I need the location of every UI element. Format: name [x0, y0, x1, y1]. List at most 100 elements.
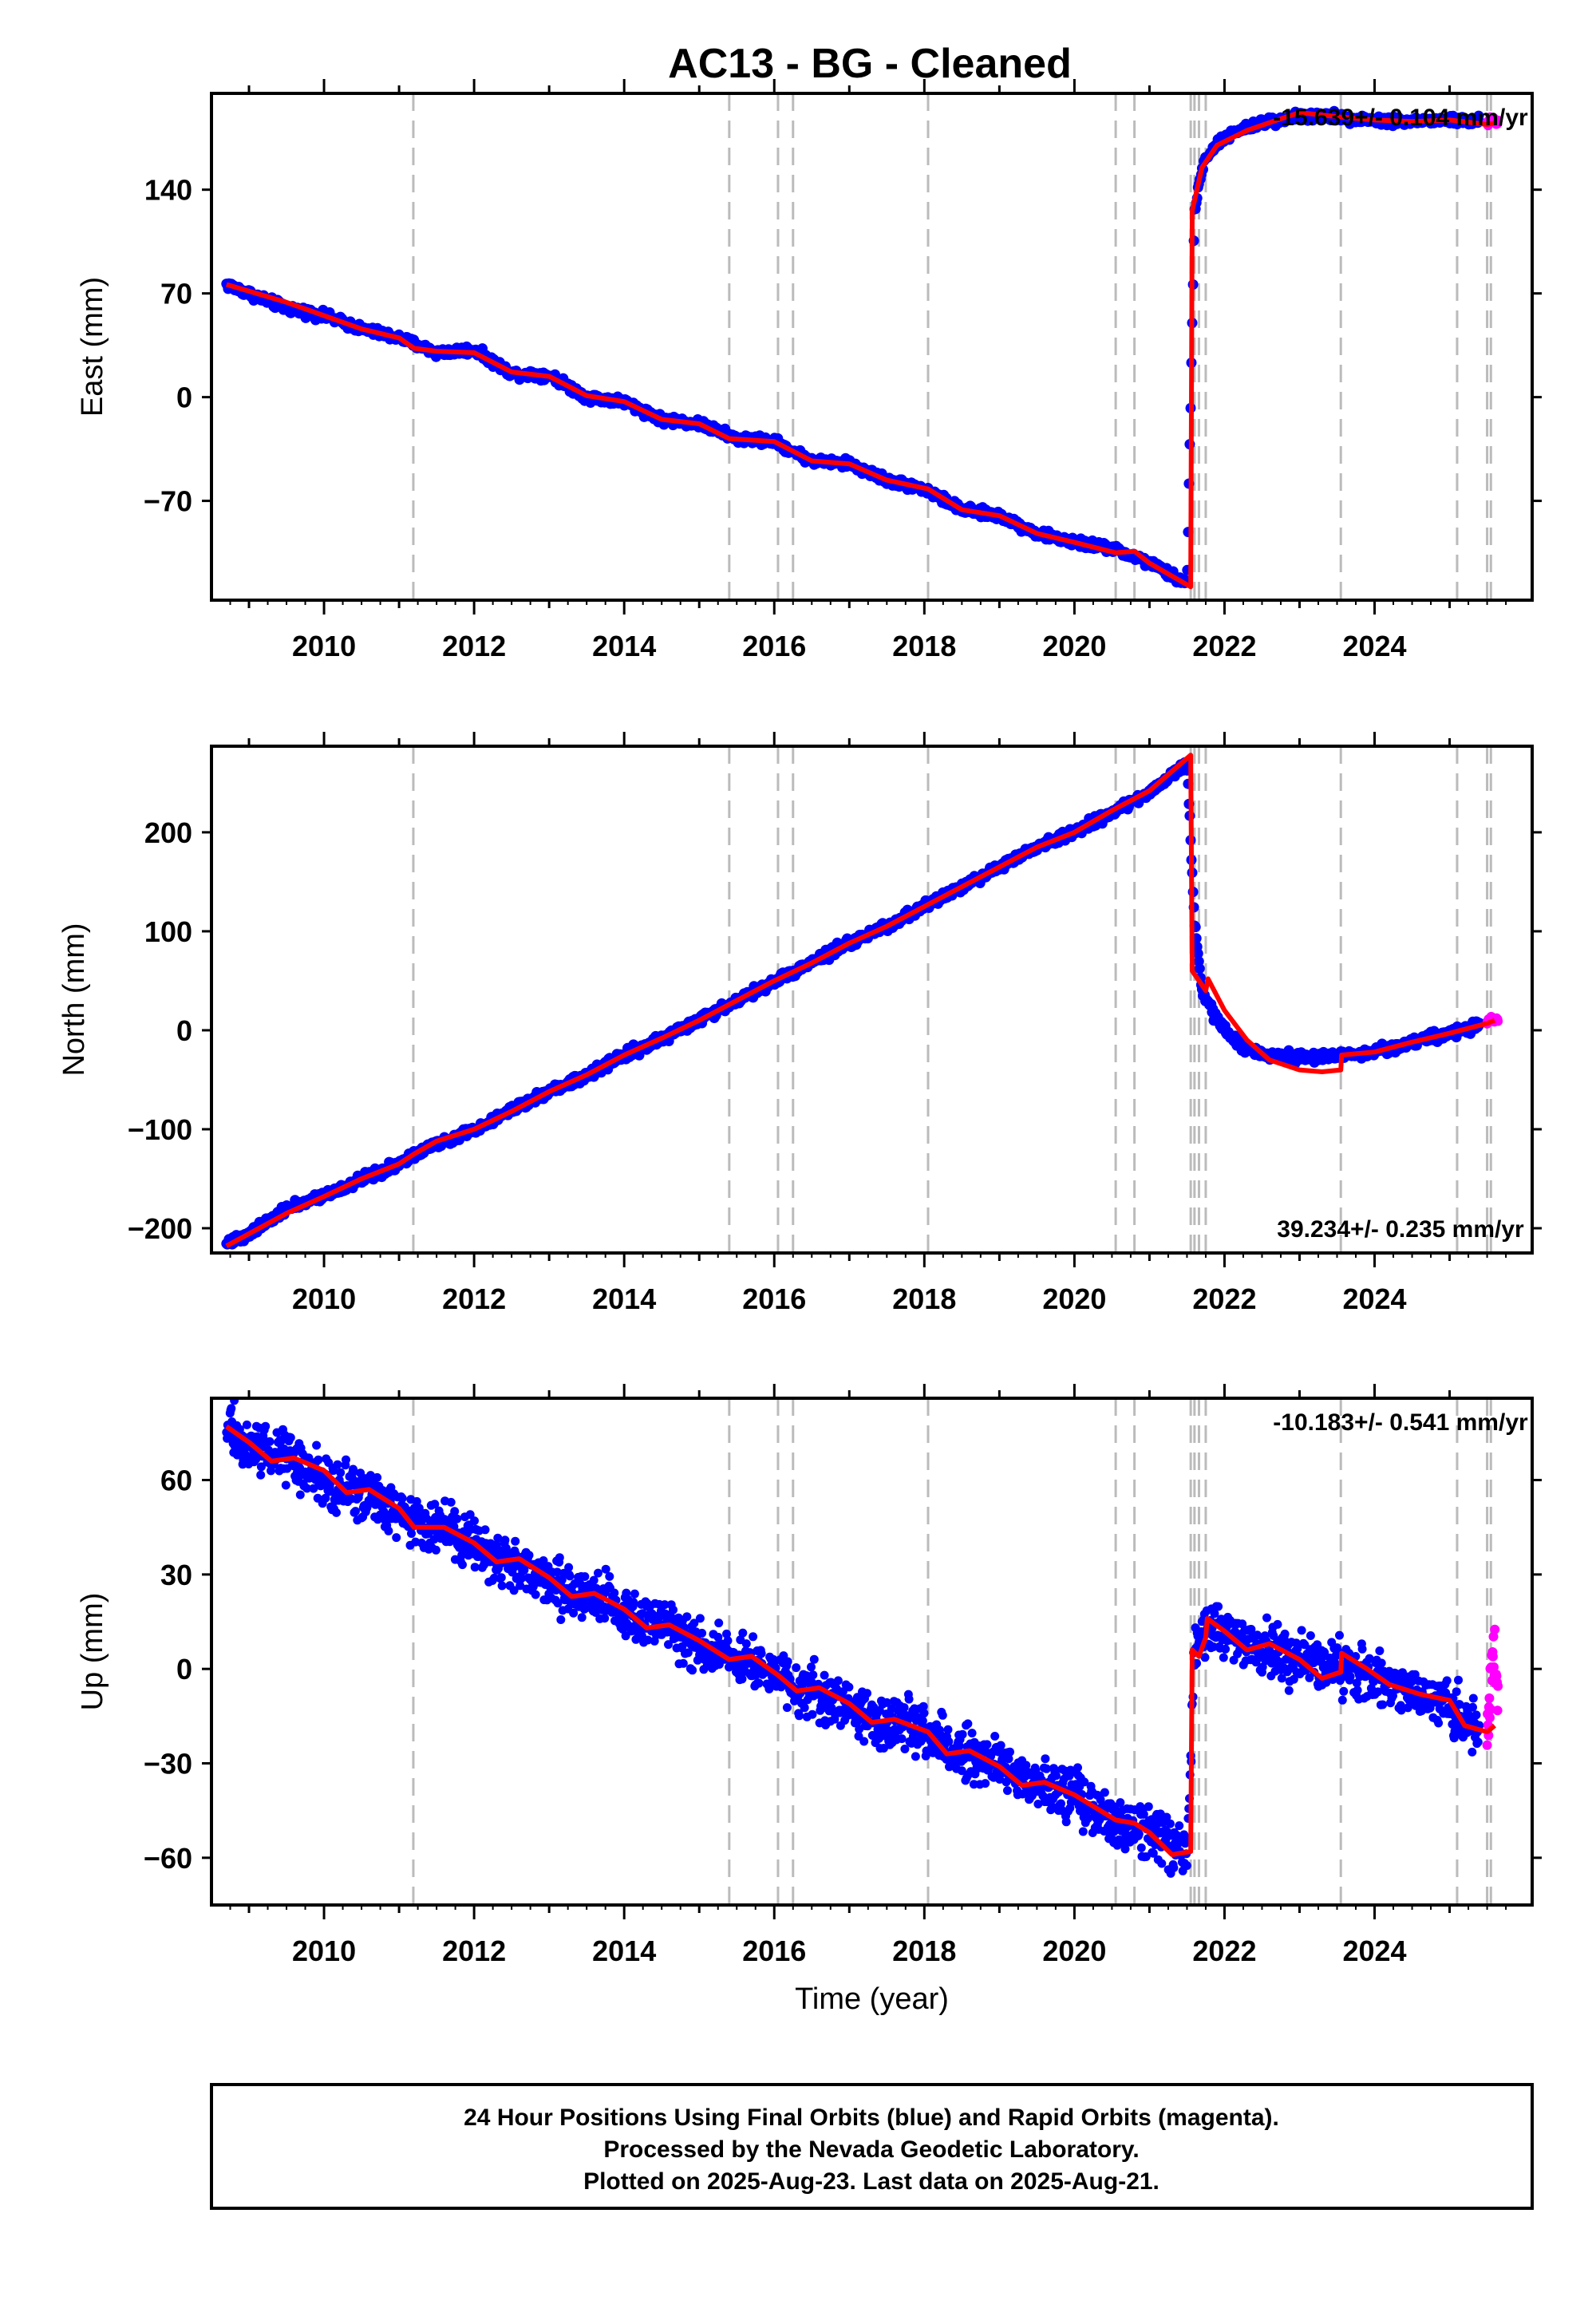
data-point-final: [333, 1460, 342, 1469]
data-point-final: [450, 1507, 460, 1516]
data-point-final: [281, 1480, 290, 1490]
data-point-final: [589, 1575, 598, 1585]
data-point-final: [899, 1703, 909, 1713]
data-point-final: [1080, 1777, 1089, 1787]
data-point-final: [918, 1701, 928, 1711]
data-point-final: [863, 1689, 871, 1698]
y-axis-label: East (mm): [76, 277, 109, 417]
data-point-final: [792, 1663, 801, 1673]
data-point-final: [1192, 948, 1203, 959]
data-point-final: [465, 1510, 475, 1520]
x-tick-label: 2014: [592, 630, 656, 662]
data-point-final: [610, 1588, 619, 1598]
x-tick-label: 2016: [742, 1282, 806, 1315]
data-point-final: [1021, 1761, 1031, 1770]
data-point-final: [1073, 1763, 1082, 1773]
data-point-final: [954, 1741, 964, 1751]
data-point-rapid: [1493, 1016, 1503, 1026]
data-point-final: [552, 1567, 562, 1577]
data-point-final: [458, 1560, 467, 1570]
x-tick-label: 2022: [1192, 630, 1256, 662]
data-point-final: [261, 1421, 271, 1431]
data-point-final: [342, 1455, 350, 1464]
x-tick-label: 2016: [742, 630, 806, 662]
data-point-final: [351, 1507, 360, 1516]
data-point-final: [496, 1573, 506, 1583]
x-tick-label: 2012: [442, 1282, 506, 1315]
data-point-final: [967, 1729, 977, 1738]
data-point-final: [1051, 1771, 1061, 1780]
data-point-final: [943, 1725, 953, 1734]
data-point-final: [605, 1571, 614, 1581]
data-point-final: [286, 1433, 295, 1442]
data-point-final: [493, 1533, 503, 1543]
data-point-final: [660, 1600, 670, 1610]
data-point-final: [314, 1455, 323, 1464]
data-point-final: [556, 1615, 566, 1624]
data-point-final: [500, 1535, 510, 1545]
data-point-final: [900, 1745, 910, 1753]
y-tick-label: −70: [144, 485, 192, 518]
data-point-final: [688, 1666, 697, 1675]
data-point-final: [1061, 1817, 1071, 1827]
data-point-final: [1169, 1863, 1179, 1872]
data-point-final: [808, 1670, 818, 1680]
x-tick-label: 2024: [1342, 1282, 1406, 1315]
data-point-final: [827, 1703, 836, 1713]
data-point-final: [1122, 1830, 1131, 1840]
data-point-final: [1136, 1843, 1146, 1852]
data-point-final: [982, 1740, 992, 1749]
data-point-final: [565, 1571, 575, 1581]
data-point-final: [1078, 1827, 1088, 1836]
data-point-final: [683, 1648, 693, 1658]
data-point-final: [682, 1612, 692, 1622]
data-point-final: [695, 1614, 705, 1623]
x-tick-label: 2012: [442, 630, 506, 662]
data-point-final: [833, 1676, 843, 1686]
data-point-final: [230, 1398, 239, 1405]
data-point-final: [242, 1420, 251, 1429]
data-point-final: [741, 1639, 751, 1649]
data-point-final: [678, 1658, 688, 1668]
data-point-final: [963, 1719, 973, 1729]
data-point-final: [397, 1493, 407, 1503]
data-point-final: [918, 1716, 927, 1725]
data-point-final: [511, 1536, 520, 1546]
data-point-final: [349, 1464, 358, 1474]
data-point-final: [838, 1687, 847, 1697]
data-point-final: [944, 1737, 954, 1746]
model-line: [225, 753, 1496, 1248]
x-tick-label: 2020: [1042, 630, 1106, 662]
data-point-final: [882, 1697, 891, 1707]
data-point-final: [754, 1678, 764, 1688]
data-point-final: [622, 1588, 631, 1598]
y-tick-label: 100: [144, 915, 192, 948]
model-line: [225, 110, 1495, 590]
data-point-final: [1162, 1812, 1171, 1822]
panel-frame: [210, 92, 1534, 602]
data-point-final: [981, 1779, 990, 1788]
rate-annotation: 39.234+/- 0.235 mm/yr: [1277, 1216, 1524, 1243]
x-tick-label: 2018: [892, 630, 956, 662]
data-point-final: [519, 1565, 529, 1575]
data-point-final: [312, 1441, 322, 1450]
data-point-final: [919, 1709, 929, 1718]
data-point-final: [911, 1752, 920, 1761]
data-point-final: [1120, 1844, 1130, 1854]
x-tick-label: 2022: [1192, 1282, 1256, 1315]
data-point-final: [557, 1575, 567, 1585]
data-point-final: [664, 1640, 673, 1650]
data-point-final: [373, 1472, 382, 1482]
data-point-final: [509, 1586, 519, 1595]
panel-frame: [210, 745, 1534, 1255]
data-point-final: [1134, 1829, 1144, 1839]
data-point-final: [957, 1766, 966, 1776]
data-point-final: [302, 1484, 312, 1493]
data-point-final: [643, 1635, 653, 1645]
y-tick-label: −100: [128, 1113, 192, 1146]
y-tick-label: −200: [128, 1212, 192, 1245]
x-tick-label: 2024: [1342, 630, 1406, 662]
